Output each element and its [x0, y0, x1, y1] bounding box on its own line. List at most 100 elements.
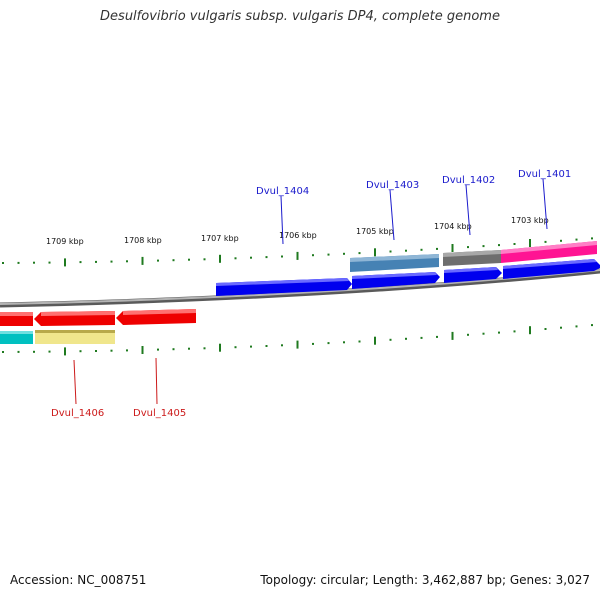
upper-scale-tick: [188, 258, 190, 261]
lower-scale-tick: [79, 350, 82, 353]
scale-label-1703: 1703 kbp: [511, 216, 549, 225]
upper-scale-tick: [312, 254, 314, 257]
upper-scale-tick: [110, 260, 113, 263]
lower-scale-tick: [250, 345, 252, 348]
lower-scale-tick: [219, 343, 221, 352]
upper-scale-tick: [296, 251, 299, 260]
scale-label-1709: 1709 kbp: [46, 237, 84, 246]
upper-scale-tick: [436, 247, 438, 250]
map-title: Desulfovibrio vulgaris subsp. vulgaris D…: [100, 9, 500, 24]
upper-scale-tick: [234, 257, 237, 260]
upper-scale-ticks: [2, 237, 593, 267]
lower-scale-tick: [327, 342, 330, 345]
upper-scale-tick: [2, 262, 4, 264]
lower-scale-tick: [203, 347, 206, 350]
lower-scale-tick: [2, 351, 4, 353]
lower-scale-tick: [420, 336, 423, 339]
upper-scale-tick: [172, 259, 175, 262]
lower-scale-tick: [498, 331, 500, 334]
feature-cyan: [0, 331, 33, 344]
lower-scale-tick: [529, 326, 531, 335]
scale-label-1705: 1705 kbp: [356, 227, 394, 236]
gene-label-dvul-1404[interactable]: Dvul_1404: [256, 186, 309, 197]
upper-scale-tick: [79, 261, 82, 264]
lower-scale-tick: [405, 337, 407, 340]
lower-scale-tick: [33, 350, 35, 353]
upper-scale-tick: [64, 258, 66, 267]
lower-scale-tick: [17, 350, 20, 353]
upper-scale-tick: [281, 255, 283, 258]
scale-label-1706: 1706 kbp: [279, 231, 317, 240]
gene-label-dvul-1402[interactable]: Dvul_1402: [442, 175, 495, 186]
upper-scale-tick: [95, 260, 97, 263]
upper-scale-tick: [17, 261, 20, 264]
upper-scale-tick: [420, 248, 423, 251]
lower-scale-tick: [312, 342, 314, 345]
lower-scale-tick: [48, 350, 51, 353]
lower-scale-tick: [544, 328, 547, 330]
lower-scale-tick: [575, 325, 578, 328]
upper-scale-tick: [327, 253, 330, 256]
lower-scale-tick: [451, 331, 454, 340]
gene-dvul-1401[interactable]: [503, 259, 600, 279]
lower-scale-tick: [374, 336, 376, 345]
upper-scale-tick: [141, 256, 144, 265]
feature-khaki: [35, 330, 115, 344]
upper-scale-tick: [157, 259, 159, 262]
gene-label-dvul-1406[interactable]: Dvul_1406: [51, 408, 104, 419]
lower-scale-tick: [110, 349, 113, 352]
lower-scale-tick: [64, 347, 66, 356]
lower-scale-tick: [157, 348, 159, 351]
upper-scale-tick: [203, 258, 206, 261]
lower-scale-tick: [234, 346, 237, 349]
upper-scale-tick: [451, 244, 454, 252]
upper-scale-tick: [358, 252, 361, 255]
lower-scale-tick: [281, 344, 283, 347]
upper-scale-tick: [560, 239, 562, 242]
lower-scale-tick: [126, 349, 128, 352]
upper-scale-tick: [33, 261, 35, 264]
gene-label-dvul-1403[interactable]: Dvul_1403: [366, 180, 419, 191]
scale-label-1707: 1707 kbp: [201, 234, 239, 243]
lower-scale-ticks: [2, 324, 593, 356]
reverse-track: [0, 309, 196, 344]
lower-scale-tick: [172, 348, 175, 351]
upper-scale-tick: [405, 249, 407, 252]
upper-scale-tick: [265, 256, 268, 259]
scale-label-1704: 1704 kbp: [434, 222, 472, 231]
accession-text: Accession: NC_008751: [10, 573, 147, 587]
upper-scale-tick: [482, 245, 485, 248]
gene-label-dvul-1405[interactable]: Dvul_1405: [133, 408, 186, 419]
lower-scale-tick: [482, 332, 485, 335]
forward-track: [216, 241, 600, 296]
lower-scale-tick: [296, 340, 299, 349]
upper-scale-tick: [529, 239, 531, 247]
upper-scale-tick: [591, 237, 593, 240]
upper-scale-tick: [513, 243, 516, 245]
lower-scale-tick: [95, 350, 97, 352]
genome-summary-text: Topology: circular; Length: 3,462,887 bp…: [260, 573, 590, 587]
lower-scale-tick: [265, 345, 268, 347]
lower-scale-tick: [436, 335, 438, 338]
lower-scale-tick: [343, 341, 345, 344]
upper-scale-tick: [498, 244, 500, 247]
lower-scale-tick: [188, 347, 190, 350]
upper-scale-tick: [48, 261, 51, 264]
lower-scale-tick: [513, 330, 516, 333]
scale-labels: 1709 kbp 1708 kbp 1707 kbp 1706 kbp 1705…: [46, 216, 549, 246]
upper-scale-tick: [389, 250, 392, 253]
gene-label-dvul-1401[interactable]: Dvul_1401: [518, 169, 571, 180]
lower-scale-tick: [591, 324, 593, 327]
upper-scale-tick: [343, 252, 345, 255]
lower-scale-tick: [467, 333, 469, 336]
lower-scale-tick: [560, 326, 562, 329]
upper-scale-tick: [575, 238, 578, 241]
upper-scale-tick: [250, 256, 252, 259]
upper-scale-tick: [467, 246, 469, 249]
upper-scale-tick: [544, 240, 547, 243]
upper-scale-tick: [219, 254, 221, 263]
upper-scale-tick: [126, 260, 128, 263]
lower-scale-tick: [389, 338, 392, 341]
